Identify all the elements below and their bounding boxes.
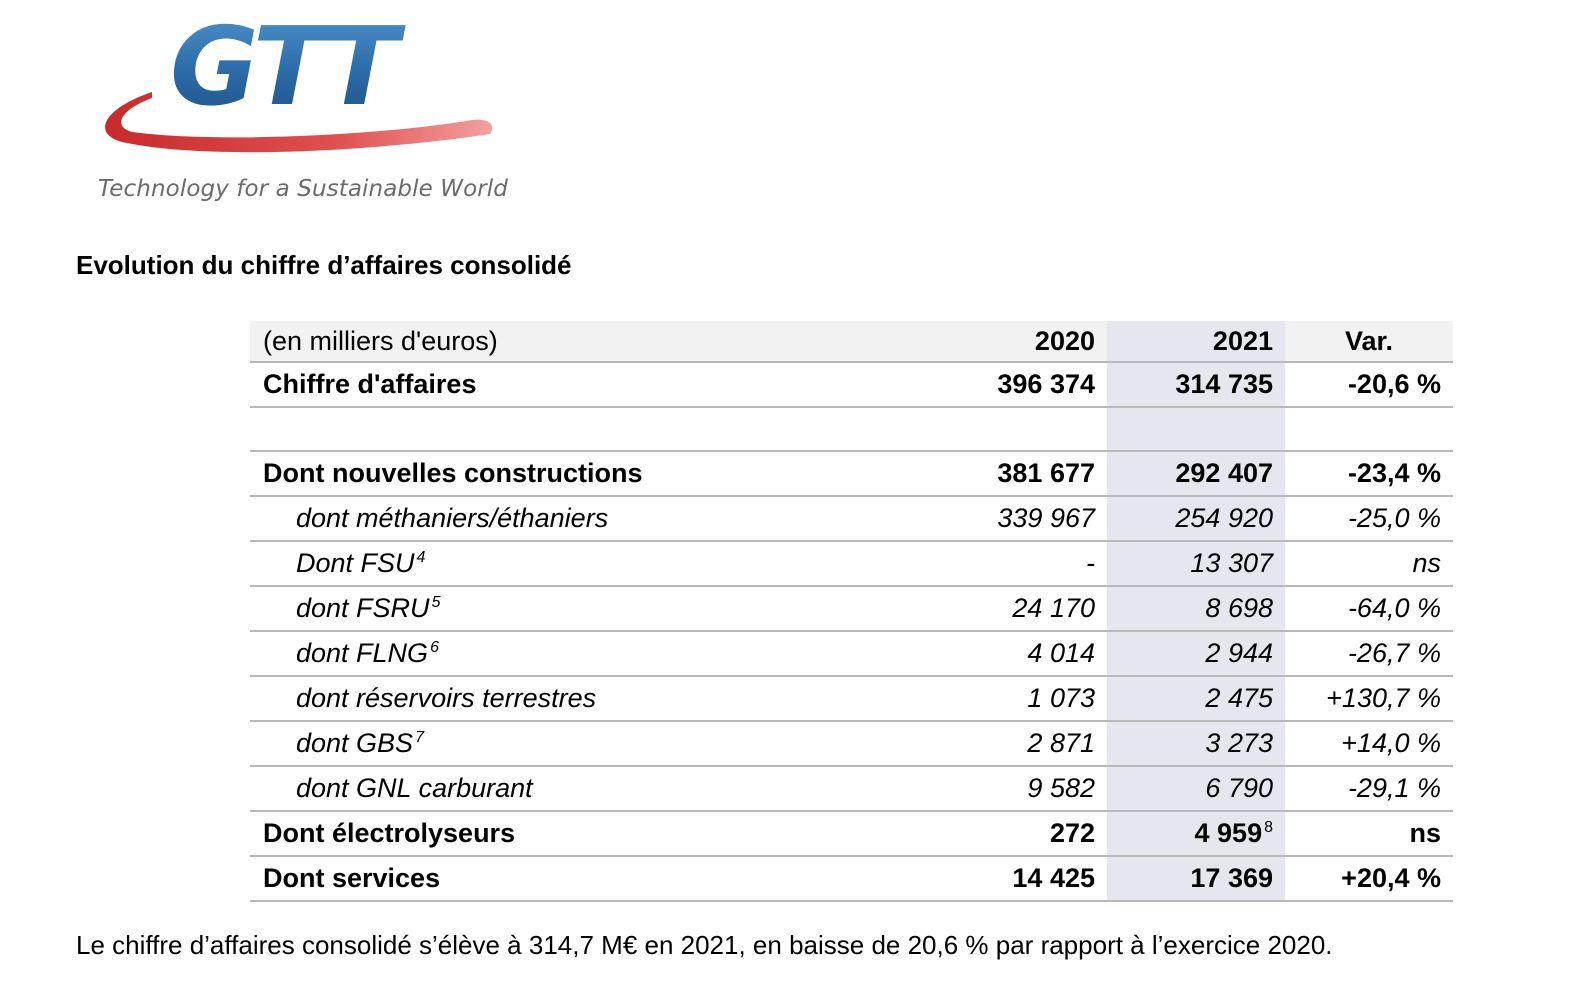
value-2020: 9 582 <box>932 766 1107 812</box>
value-2020: 396 374 <box>932 362 1107 408</box>
row-label-cell: dont GBS 7 <box>250 721 932 767</box>
value-var: -29,1 % <box>1285 766 1453 812</box>
row-label-cell: dont méthaniers/éthaniers <box>250 496 932 542</box>
row-label-cell: Dont électrolyseurs <box>250 811 932 857</box>
row-label: Dont services <box>263 863 441 893</box>
value-2020: 14 425 <box>932 856 1107 902</box>
footnote-marker: 6 <box>430 639 439 656</box>
row-label: Chiffre d'affaires <box>263 369 477 399</box>
header-label: (en milliers d'euros) <box>250 321 932 363</box>
logo-tagline: Technology for a Sustainable World <box>98 176 508 202</box>
value-2020: 1 073 <box>932 676 1107 722</box>
row-label: dont FLNG <box>296 638 429 668</box>
value-2021-cell: 8 698 <box>1107 586 1285 632</box>
value-2020: 272 <box>932 811 1107 857</box>
section-title: Evolution du chiffre d’affaires consolid… <box>76 250 572 280</box>
row-label-cell: Dont services <box>250 856 932 902</box>
row-label: dont méthaniers/éthaniers <box>296 503 609 533</box>
row-label-cell: dont GNL carburant <box>250 766 932 812</box>
value-2021-cell: 292 407 <box>1107 451 1285 497</box>
revenue-table: (en milliers d'euros) 2020 2021 Var. Chi… <box>250 321 1453 902</box>
value-2021-cell: 4 959 8 <box>1107 811 1285 857</box>
row-label: dont réservoirs terrestres <box>296 683 597 713</box>
row-label: Dont électrolyseurs <box>263 818 516 848</box>
footnote-marker: 5 <box>431 594 441 611</box>
table-header-row: (en milliers d'euros) 2020 2021 Var. <box>250 321 1453 363</box>
row-label-cell: Dont nouvelles constructions <box>250 451 932 497</box>
value-2021-cell: 314 735 <box>1107 362 1285 408</box>
gtt-logo-mark <box>105 92 493 153</box>
table-row: Dont FSU 4-13 307 ns <box>250 541 1453 587</box>
footnote-marker: 8 <box>1264 819 1273 836</box>
row-label-cell: Chiffre d'affaires <box>250 362 932 408</box>
table-row: dont GBS 7 2 871 3 273 +14,0 % <box>250 721 1453 767</box>
row-label-cell: dont FSRU 5 <box>250 586 932 632</box>
row-label: Dont FSU <box>296 548 415 578</box>
footnote-marker: 4 <box>416 549 426 566</box>
table-spacer-row <box>250 407 1453 452</box>
value-2021: 6 790 <box>1205 773 1273 803</box>
value-2021: 2 475 <box>1205 683 1273 713</box>
gtt-logo: GTT Technology for a Sustainable World <box>92 14 512 214</box>
value-2020: 4 014 <box>932 631 1107 677</box>
table-row: dont FSRU 5 24 170 8 698 -64,0 % <box>250 586 1453 632</box>
table-row: Dont électrolyseurs 272 4 959 8 ns <box>250 811 1453 857</box>
summary-text: Le chiffre d’affaires consolidé s’élève … <box>76 930 1333 960</box>
value-2021-cell: 6 790 <box>1107 766 1285 812</box>
value-2021: 8 698 <box>1205 593 1273 623</box>
table-row: dont méthaniers/éthaniers 339 967 254 920-… <box>250 496 1453 542</box>
value-2021: 254 920 <box>1175 503 1273 533</box>
row-label-cell: dont FLNG 6 <box>250 631 932 677</box>
row-label: dont GNL carburant <box>296 773 533 803</box>
value-2021: 13 307 <box>1190 548 1273 578</box>
row-label: dont FSRU <box>296 593 430 623</box>
value-2020: 24 170 <box>932 586 1107 632</box>
value-var: ns <box>1285 811 1453 857</box>
value-var: -20,6 % <box>1285 362 1453 408</box>
value-2020: 381 677 <box>932 451 1107 497</box>
value-var: -64,0 % <box>1285 586 1453 632</box>
gtt-wordmark-text: GTT <box>170 14 406 130</box>
row-label-cell: dont réservoirs terrestres <box>250 676 932 722</box>
value-2021-cell: 17 369 <box>1107 856 1285 902</box>
value-2020: 339 967 <box>932 496 1107 542</box>
value-2021: 17 369 <box>1190 863 1273 893</box>
value-2021: 314 735 <box>1175 369 1273 399</box>
table-row: Dont nouvelles constructions 381 677 292 4… <box>250 451 1453 497</box>
table-row: Chiffre d'affaires 396 374 314 735 -20,6 % <box>250 362 1453 408</box>
table-row: dont GNL carburant 9 582 6 790 -29,1 % <box>250 766 1453 812</box>
value-2021-cell: 2 475 <box>1107 676 1285 722</box>
footnote-marker: 7 <box>415 729 424 746</box>
table-row: dont FLNG 6 4 014 2 944 -26,7 % <box>250 631 1453 677</box>
row-label: Dont nouvelles constructions <box>263 458 643 488</box>
header-2021: 2021 <box>1107 321 1285 363</box>
value-2021-cell: 3 273 <box>1107 721 1285 767</box>
value-2020: 2 871 <box>932 721 1107 767</box>
value-2021: 4 959 <box>1194 818 1263 848</box>
value-2020: - <box>932 541 1107 587</box>
value-2021-cell: 13 307 <box>1107 541 1285 587</box>
value-var: +20,4 % <box>1285 856 1453 902</box>
value-2021-cell: 254 920 <box>1107 496 1285 542</box>
value-var: +14,0 % <box>1285 721 1453 767</box>
value-var: -26,7 % <box>1285 631 1453 677</box>
table-row: Dont services 14 425 17 369 +20,4 % <box>250 856 1453 902</box>
row-label-cell: Dont FSU 4 <box>250 541 932 587</box>
value-2021: 2 944 <box>1205 638 1273 668</box>
value-2021-cell: 2 944 <box>1107 631 1285 677</box>
gtt-wordmark: GTT <box>170 14 410 130</box>
row-label: dont GBS <box>296 728 414 758</box>
value-var: +130,7 % <box>1285 676 1453 722</box>
value-2021: 292 407 <box>1175 458 1273 488</box>
value-var: -25,0 % <box>1285 496 1453 542</box>
header-var: Var. <box>1285 321 1453 363</box>
value-var: -23,4 % <box>1285 451 1453 497</box>
value-2021: 3 273 <box>1205 728 1273 758</box>
table-row: dont réservoirs terrestres 1 073 2 475 +130… <box>250 676 1453 722</box>
value-var: ns <box>1285 541 1453 587</box>
header-2020: 2020 <box>932 321 1107 363</box>
red-swoosh-shape <box>105 92 493 153</box>
